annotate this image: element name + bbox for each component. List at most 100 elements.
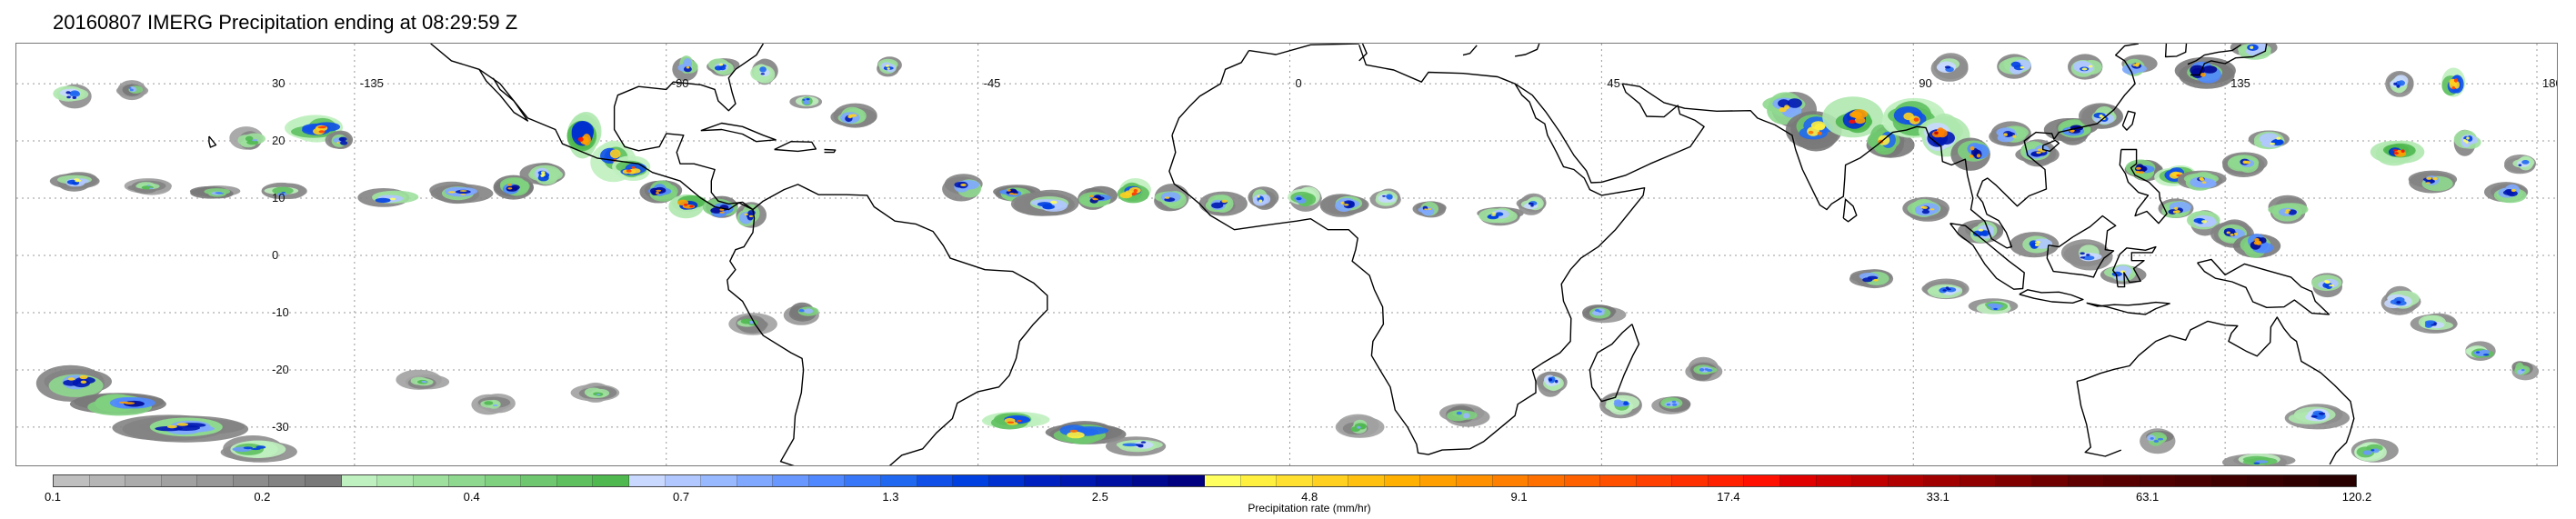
precipitation-cell (2060, 239, 2113, 271)
coastline (2187, 44, 2241, 65)
coastline (478, 68, 529, 122)
precipitation-cell (1198, 191, 1248, 216)
precipitation-cell (1106, 436, 1167, 456)
precipitation-cell (783, 302, 819, 325)
coastline (1622, 44, 2140, 249)
colorbar-cell (1996, 475, 2032, 486)
precipitation-cell (2381, 285, 2421, 315)
colorbar-cell (2248, 475, 2284, 486)
precipitation-cell (2511, 361, 2540, 381)
precipitation-cell (2121, 55, 2158, 76)
coastline (1168, 45, 1646, 455)
colorbar-tick-label: 1.3 (882, 490, 899, 504)
precipitation-cell (2268, 195, 2309, 225)
precipitation-cell (2350, 438, 2399, 463)
colorbar-cell (269, 475, 306, 486)
colorbar-tick-label: 9.1 (1510, 490, 1528, 504)
colorbar-cell (2283, 475, 2320, 486)
precipitation-cell (728, 313, 777, 335)
precipitation-cell (2370, 140, 2425, 166)
precipitation-cell (1439, 404, 1490, 427)
precipitation-cell (2504, 155, 2537, 175)
coastline (1462, 45, 1478, 56)
colorbar-cell (1060, 475, 1098, 486)
coastline (2041, 139, 2060, 153)
colorbar-tick-label: 0.4 (463, 490, 480, 504)
precipitation-cell (877, 56, 902, 77)
colorbar-cell (1312, 475, 1349, 486)
colorbar-title: Precipitation rate (mm/hr) (1248, 502, 1371, 514)
precipitation-cell (750, 58, 778, 85)
precipitation-cell (1989, 121, 2031, 147)
colorbar-cell (341, 475, 378, 486)
colorbar-cell (521, 475, 557, 486)
colorbar-cell (1529, 475, 1565, 486)
colorbar-cell (880, 475, 917, 486)
precipitation-cell (2484, 182, 2529, 204)
precipitation-cell (285, 115, 343, 143)
precipitation-cell (2385, 71, 2414, 97)
colorbar-cell (1277, 475, 1313, 486)
colorbar-cell (1960, 475, 1997, 486)
precipitation-cell (639, 180, 683, 204)
precipitation-cell (1957, 219, 2004, 244)
colorbar-tick-label: 4.8 (1301, 490, 1318, 504)
colorbar-tick-label: 120.2 (2341, 490, 2372, 504)
colorbar-cell (701, 475, 737, 486)
latitude-label: 0 (272, 248, 279, 262)
latitude-label: -10 (272, 304, 289, 319)
precipitation-map: -135 -90 -45 0 45 90 135 180 30 20 10 0 -10 -20 -30 (15, 43, 2558, 466)
precipitation-cell (1950, 137, 1990, 171)
precipitation-cell (1651, 396, 1691, 414)
precipitation-cell (1536, 371, 1568, 397)
precipitation-cell (2464, 341, 2496, 362)
coastline (1589, 324, 1640, 403)
coastline (1171, 50, 1250, 136)
precipitation-cell (493, 175, 534, 200)
precipitation-cell (229, 126, 266, 150)
precipitation-cell (2311, 273, 2343, 298)
coastline (1514, 83, 1705, 184)
colorbar-cell (629, 475, 666, 486)
precipitation-cell (668, 194, 707, 219)
coastline (2076, 316, 2355, 465)
coastline (727, 209, 805, 465)
colorbar-cell (1240, 475, 1278, 486)
longitude-label: -90 (671, 76, 689, 90)
map-title: 20160807 IMERG Precipitation ending at 0… (53, 11, 518, 34)
precipitation-cell (2068, 54, 2103, 80)
coastline (2121, 110, 2136, 131)
colorbar-tick-label: 2.5 (1091, 490, 1108, 504)
colorbar-cell (161, 475, 198, 486)
colorbar-cell (1492, 475, 1529, 486)
coastline (752, 184, 1048, 465)
precipitation-cell (396, 369, 450, 390)
precipitation-cell (707, 58, 740, 76)
precipitation-cell (1117, 178, 1151, 204)
precipitation-cell (1866, 124, 1915, 158)
precipitation-cell (49, 172, 100, 192)
colorbar-cell (2211, 475, 2249, 486)
coastline (613, 44, 764, 211)
precipitation-cell (2177, 170, 2227, 191)
colorbar-cell (1780, 475, 1817, 486)
precipitation-cell (736, 202, 767, 228)
colorbar-cell (1097, 475, 1133, 486)
precipitation-cell (1822, 96, 1884, 138)
latitude-label: 30 (272, 76, 286, 91)
colorbar-cell (988, 475, 1026, 486)
precipitation-cell (2158, 198, 2194, 218)
precipitation-cell (1902, 196, 1950, 222)
precipitation-cell (1968, 298, 2019, 314)
colorbar-cell (845, 475, 881, 486)
longitude-label: 135 (2230, 76, 2250, 90)
precipitation-cell (2221, 152, 2268, 177)
precipitation-cell (2408, 170, 2458, 194)
precipitation-cell (981, 411, 1050, 430)
coastline (208, 135, 217, 148)
precipitation-cell (220, 435, 297, 463)
precipitation-field (35, 44, 2540, 465)
precipitation-cell (2222, 454, 2296, 465)
coastline (1514, 44, 1540, 57)
colorbar-cell (1672, 475, 1709, 486)
